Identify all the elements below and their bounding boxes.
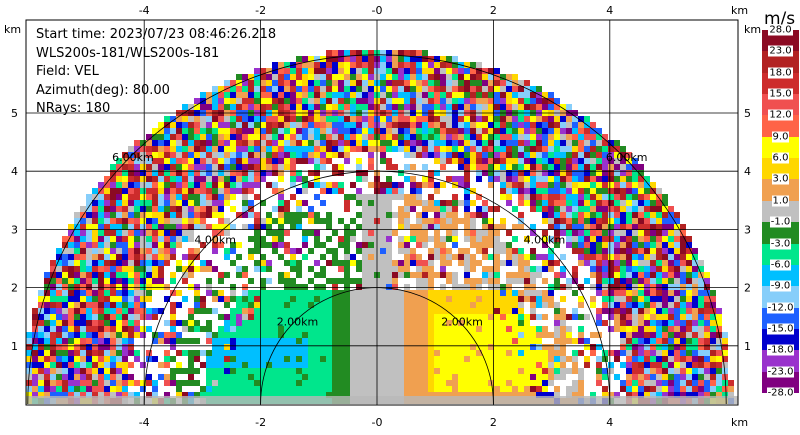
instrument-text: WLS200s-181/WLS200s-181 [36, 45, 220, 61]
y-tick-right: 3 [744, 223, 751, 236]
y-tick-right: 5 [744, 107, 751, 120]
colorbar-tick-label: 23.0 [768, 45, 793, 57]
colorbar-tick-label: 18.0 [768, 67, 793, 79]
range-rings: 2.00km 2.00km 4.00km 4.00km 6.00km 6.00km [27, 54, 727, 405]
colorbar-swatch [762, 158, 799, 180]
colorbar-tick-label: 12.0 [768, 109, 793, 121]
range-ring-label: 6.00km [112, 151, 154, 164]
colorbar-tick-label: -28.0 [766, 387, 795, 399]
velocity-field [26, 50, 738, 404]
y-tick-left: 3 [11, 223, 18, 236]
y-tick-right: 4 [744, 165, 751, 178]
y-tick-right: 2 [744, 282, 751, 295]
azimuth-text: Azimuth(deg): 80.00 [36, 82, 170, 98]
km-unit-label: km [4, 23, 21, 36]
colorbar-tick-label: -12.0 [766, 302, 795, 314]
axis-ticks: -4 -4 -2 -2 -0 -0 2 2 4 4 1 1 2 2 3 3 4 4 5 5 km km km km [4, 4, 761, 429]
start-time-text: Start time: 2023/07/23 08:46:26.218 [36, 27, 277, 42]
colorbar-swatch [762, 179, 799, 202]
km-unit-label: km [731, 416, 748, 429]
grid-lines [25, 19, 739, 406]
range-ring-label: 2.00km [277, 316, 319, 329]
x-tick-bottom: -4 [139, 416, 150, 429]
nrays-text: NRays: 180 [36, 101, 111, 116]
y-tick-right: 1 [744, 340, 751, 353]
y-tick-left: 1 [11, 340, 18, 353]
colorbar-title: m/s [764, 9, 796, 29]
x-tick-top: -4 [139, 4, 150, 17]
colorbar-tick-label: 6.0 [771, 152, 790, 164]
x-tick-bottom: -2 [255, 416, 266, 429]
scan-info-panel: Start time: 2023/07/23 08:46:26.218 WLS2… [36, 26, 276, 119]
colorbar-tick-label: 15.0 [768, 88, 793, 100]
y-tick-left: 4 [11, 165, 18, 178]
colorbar-tick-label: -23.0 [766, 366, 795, 378]
colorbar-tick-label: -3.0 [769, 238, 792, 250]
colorbar-tick-label: 3.0 [771, 173, 790, 185]
y-tick-left: 2 [11, 282, 18, 295]
y-tick-left: 5 [11, 107, 18, 120]
field-text: Field: VEL [36, 64, 99, 79]
colorbar-tick-label: -15.0 [766, 323, 795, 335]
x-tick-top: 2 [490, 4, 497, 17]
x-tick-top: 4 [606, 4, 613, 17]
colorbar-tick-label: 9.0 [771, 131, 790, 143]
colorbar-tick-label: 28.0 [768, 24, 793, 36]
km-unit-label: km [731, 4, 748, 17]
x-tick-top: -0 [372, 4, 383, 17]
colorbar-tick-label: 1.0 [771, 195, 790, 207]
colorbar-swatch [762, 136, 799, 159]
colorbar-tick-label: -6.0 [769, 259, 792, 271]
km-unit-label: km [744, 23, 761, 36]
colorbar-tick-label: -9.0 [769, 280, 792, 292]
colorbar-tick-label: -18.0 [766, 344, 795, 356]
x-tick-bottom: -0 [372, 416, 383, 429]
colorbar-tick-label: -1.0 [769, 216, 792, 228]
range-ring-label: 4.00km [524, 233, 566, 246]
x-tick-bottom: 4 [606, 416, 613, 429]
range-ring-label: 4.00km [194, 233, 236, 246]
x-tick-top: -2 [255, 4, 266, 17]
x-tick-bottom: 2 [490, 416, 497, 429]
range-ring-label: 2.00km [441, 316, 483, 329]
range-ring-label: 6.00km [606, 151, 648, 164]
